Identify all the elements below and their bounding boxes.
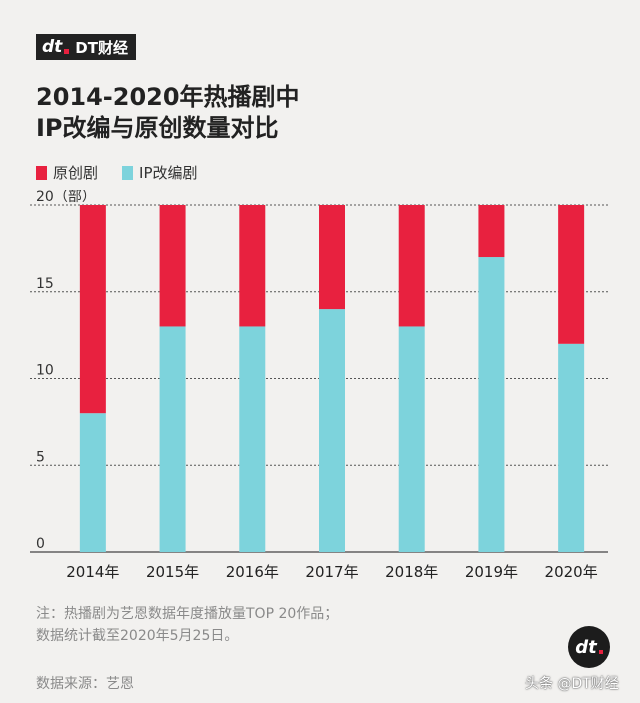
chart-title-line2: IP改编与原创数量对比	[36, 114, 279, 142]
bar-ip-0	[79, 413, 106, 552]
x-tick-label: 2014年	[66, 563, 119, 581]
bar-ip-3	[319, 309, 345, 552]
y-tick-label: 0	[36, 536, 45, 552]
bar-ip-1	[159, 326, 186, 552]
bar-original-5	[478, 205, 505, 258]
y-tick-label: 20（部）	[36, 190, 96, 205]
note-line1: 注：热播剧为艺恩数据年度播放量TOP 20作品；	[36, 606, 339, 622]
chart-title-line1: 2014-2020年热播剧中	[36, 83, 300, 111]
brand-logo: dt DT财经	[36, 34, 136, 60]
chart-title: 2014-2020年热播剧中 IP改编与原创数量对比	[36, 82, 300, 144]
brand-mark-icon: dt	[42, 37, 70, 57]
watermark-tag: 头条 @DT财经	[525, 676, 619, 692]
legend-item-original: 原创剧	[36, 162, 98, 183]
bar-original-6	[558, 205, 585, 344]
legend-item-ip: IP改编剧	[122, 162, 198, 183]
bar-original-3	[319, 205, 345, 310]
chart-note: 注：热播剧为艺恩数据年度播放量TOP 20作品； 数据统计截至2020年5月25…	[36, 603, 338, 647]
bar-ip-2	[239, 326, 266, 552]
bar-ip-6	[558, 343, 585, 552]
chart-legend: 原创剧 IP改编剧	[36, 162, 222, 183]
legend-swatch-ip	[122, 165, 134, 180]
legend-swatch-original	[36, 165, 47, 180]
note-line2: 数据统计截至2020年5月25日。	[36, 628, 239, 644]
bar-original-4	[398, 205, 425, 327]
data-source: 数据来源：艺恩	[36, 676, 134, 692]
x-tick-label: 2015年	[146, 563, 199, 581]
legend-label-original: 原创剧	[53, 164, 99, 182]
brand-name: DT财经	[75, 38, 128, 57]
x-tick-label: 2018年	[385, 563, 438, 581]
x-tick-label: 2019年	[465, 563, 518, 581]
bar-ip-5	[478, 257, 505, 552]
bar-original-0	[79, 205, 106, 414]
dt-badge-icon: dt	[568, 626, 610, 668]
bar-original-1	[159, 205, 186, 327]
bar-original-2	[239, 205, 266, 327]
x-tick-label: 2016年	[226, 563, 279, 581]
y-tick-label: 15	[36, 276, 54, 292]
legend-label-ip: IP改编剧	[139, 164, 198, 182]
y-tick-label: 5	[36, 449, 45, 465]
y-tick-label: 10	[36, 363, 54, 379]
bar-ip-4	[398, 326, 425, 552]
x-tick-label: 2020年	[545, 563, 598, 581]
x-tick-label: 2017年	[305, 563, 358, 581]
stacked-bar-chart: 0 5 10 15 20（部） 2014年 2015年 2016年 2017年 2018年 2019…	[30, 190, 608, 581]
